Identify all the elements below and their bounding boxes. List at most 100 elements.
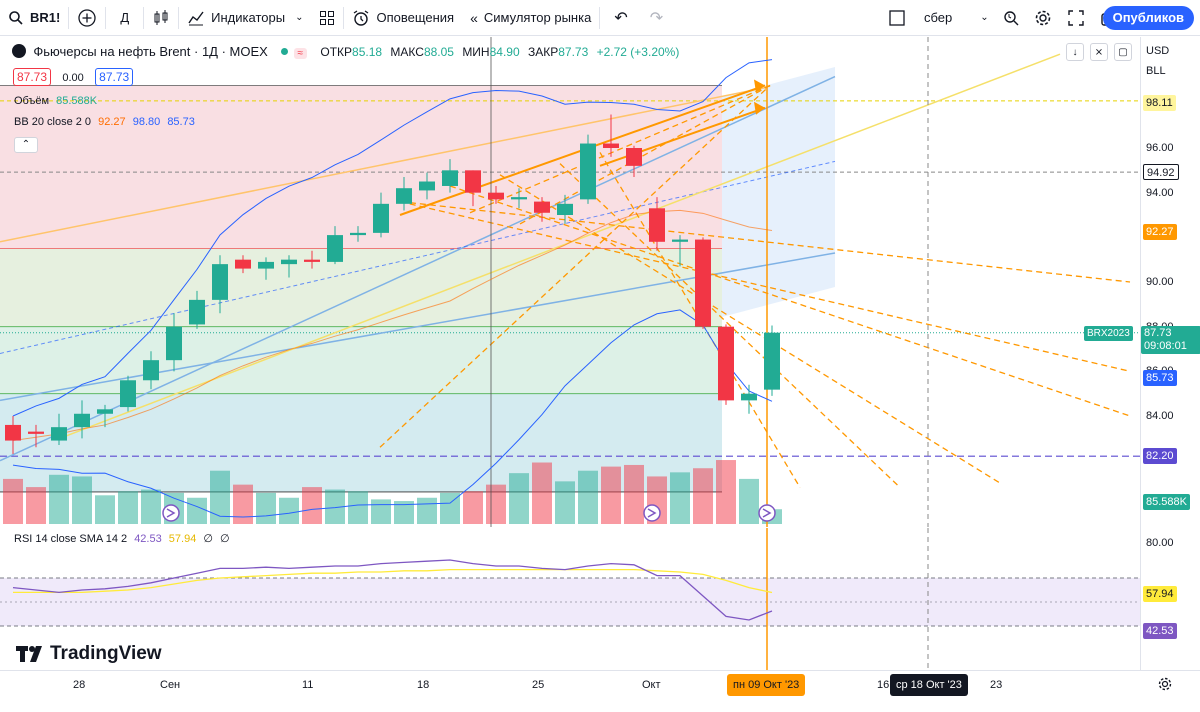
time-label: 11 <box>302 679 314 691</box>
candle-body <box>741 393 757 401</box>
templates-button[interactable] <box>311 0 343 36</box>
alerts-label: Оповещения <box>376 10 455 25</box>
hover-date-label: ср 18 Окт '23 <box>890 674 968 696</box>
tv-logo-icon <box>16 646 42 662</box>
arrow-head <box>754 101 765 115</box>
currency-label: USD <box>1146 45 1170 57</box>
symbol-title[interactable]: Фьючерсы на нефть Brent · 1Д · MOEX <box>33 44 268 59</box>
candle-body <box>511 197 527 200</box>
quick-search-button[interactable] <box>994 0 1028 36</box>
volume-label: Объём <box>14 95 50 107</box>
pane-controls: ↓ ⨯ ▢ <box>1060 43 1132 61</box>
quick-search-icon <box>1004 10 1019 25</box>
settings-button[interactable] <box>1026 0 1060 36</box>
unit-label: BLL <box>1146 65 1166 77</box>
candle-body <box>350 232 366 236</box>
symbol-search[interactable]: BR1! <box>0 0 68 36</box>
interval-button[interactable]: Д <box>106 0 143 36</box>
trend-line-orange <box>0 86 766 243</box>
tradingview-logo[interactable]: TradingView <box>16 643 162 665</box>
currency-selector[interactable]: USD BLL <box>1143 43 1197 83</box>
candle-body <box>465 170 481 193</box>
volume-bar <box>49 474 69 524</box>
candle-body <box>327 235 343 262</box>
undo-button[interactable]: ↶ <box>600 0 641 36</box>
maximize-pane-button[interactable]: ▢ <box>1114 43 1132 61</box>
bb-legend: BB 20 close 2 0 92.27 98.80 85.73 <box>14 116 195 128</box>
volume-bar <box>279 497 299 524</box>
symbol-name: BR1! <box>30 10 61 25</box>
price-axis[interactable]: USD BLL 96.0094.0090.0088.0086.0084.0080… <box>1084 37 1200 670</box>
grid-icon <box>320 10 335 25</box>
gear-icon <box>1035 10 1051 25</box>
close-value: 87.73 <box>558 45 589 59</box>
candle-body <box>695 239 711 327</box>
ohlc-low: МИН84.90 <box>462 45 519 59</box>
trend-line-yellow <box>59 53 1061 440</box>
divider <box>143 6 145 29</box>
replay-label: Симулятор рынка <box>483 10 592 25</box>
open-value: 85.18 <box>352 45 383 59</box>
indicators-icon <box>188 11 204 25</box>
volume-bar <box>624 464 644 524</box>
volume-bar <box>601 466 621 524</box>
rsi-sma-tag: 57.94 <box>1143 586 1177 602</box>
level-top-tag: 98.11 <box>1143 95 1176 111</box>
publish-button[interactable]: Опубликов <box>1102 6 1194 30</box>
candle-body <box>419 181 435 191</box>
chart-type-button[interactable] <box>144 0 178 36</box>
fib-zone-middle <box>0 248 722 327</box>
main-chart-pane[interactable]: Фьючерсы на нефть Brent · 1Д · MOEX ≈ ОТ… <box>0 37 1140 527</box>
fullscreen-button[interactable] <box>1060 0 1092 36</box>
redo-button[interactable]: ↷ <box>642 0 671 36</box>
low-value: 84.90 <box>489 45 520 59</box>
candle-body <box>281 259 297 265</box>
candle-body <box>166 326 182 361</box>
layout-name-button[interactable]: сбер ⌄ <box>916 0 997 36</box>
price-tick-label: 94.00 <box>1146 186 1174 199</box>
high-value: 88.05 <box>423 45 454 59</box>
time-axis[interactable]: 28 Сен 11 18 25 Окт пн 09 Окт '23 16 ср … <box>0 670 1200 700</box>
collapse-pane-button[interactable]: ⨯ <box>1090 43 1108 61</box>
price-tick-label: 90.00 <box>1146 276 1174 288</box>
top-toolbar: BR1! Д Индикаторы ⌄ Оповещения « Симулят… <box>0 0 1200 36</box>
rsi-pane[interactable]: RSI 14 close SMA 14 2 42.53 57.94 ∅ ∅ <box>0 528 1140 670</box>
candle-body <box>258 261 274 269</box>
auto-scale-button[interactable] <box>1158 677 1174 693</box>
chevron-up-icon: ⌃ <box>21 139 31 150</box>
layout-button[interactable] <box>880 0 914 36</box>
collapse-legend-button[interactable]: ⌃ <box>14 137 38 153</box>
time-label: 25 <box>532 679 545 691</box>
volume-bar <box>256 492 276 524</box>
price-tick-label: 96.00 <box>1146 142 1174 154</box>
last-price-tag: BRX2023 87.73 09:08:01 <box>1084 326 1200 354</box>
candle-body <box>396 188 412 204</box>
ask-box[interactable]: 87.73 <box>95 68 134 86</box>
candle-body <box>189 299 205 325</box>
volume-bar <box>417 497 437 524</box>
volume-bar <box>693 468 713 524</box>
volume-bar <box>210 470 230 524</box>
price-chart[interactable] <box>0 37 1140 527</box>
replay-button[interactable]: « Симулятор рынка <box>462 0 599 36</box>
candle-body <box>672 239 688 242</box>
rsi-chart[interactable] <box>0 528 1140 670</box>
indicators-button[interactable]: Индикаторы ⌄ <box>179 0 311 36</box>
event-marker-icon <box>162 504 180 522</box>
level-low-tag: 82.20 <box>1143 448 1177 464</box>
symbol-logo-icon <box>12 44 26 58</box>
redo-icon: ↷ <box>649 9 664 27</box>
delayed-data-icon: ≈ <box>293 48 308 59</box>
time-label: Сен <box>160 679 181 691</box>
chevron-down-icon: ⌄ <box>980 12 989 23</box>
alerts-button[interactable]: Оповещения <box>344 0 462 36</box>
collapse-icon: ⨯ <box>1094 46 1104 58</box>
arrow-head <box>754 79 765 93</box>
bid-box[interactable]: 87.73 <box>13 68 52 86</box>
bb-lower-band <box>12 309 773 518</box>
volume-legend: Объём 85.588K <box>14 95 97 107</box>
move-down-button[interactable]: ↓ <box>1066 43 1084 61</box>
plus-circle-icon <box>78 8 96 27</box>
volume-bar <box>463 491 483 524</box>
compare-button[interactable] <box>69 0 105 36</box>
